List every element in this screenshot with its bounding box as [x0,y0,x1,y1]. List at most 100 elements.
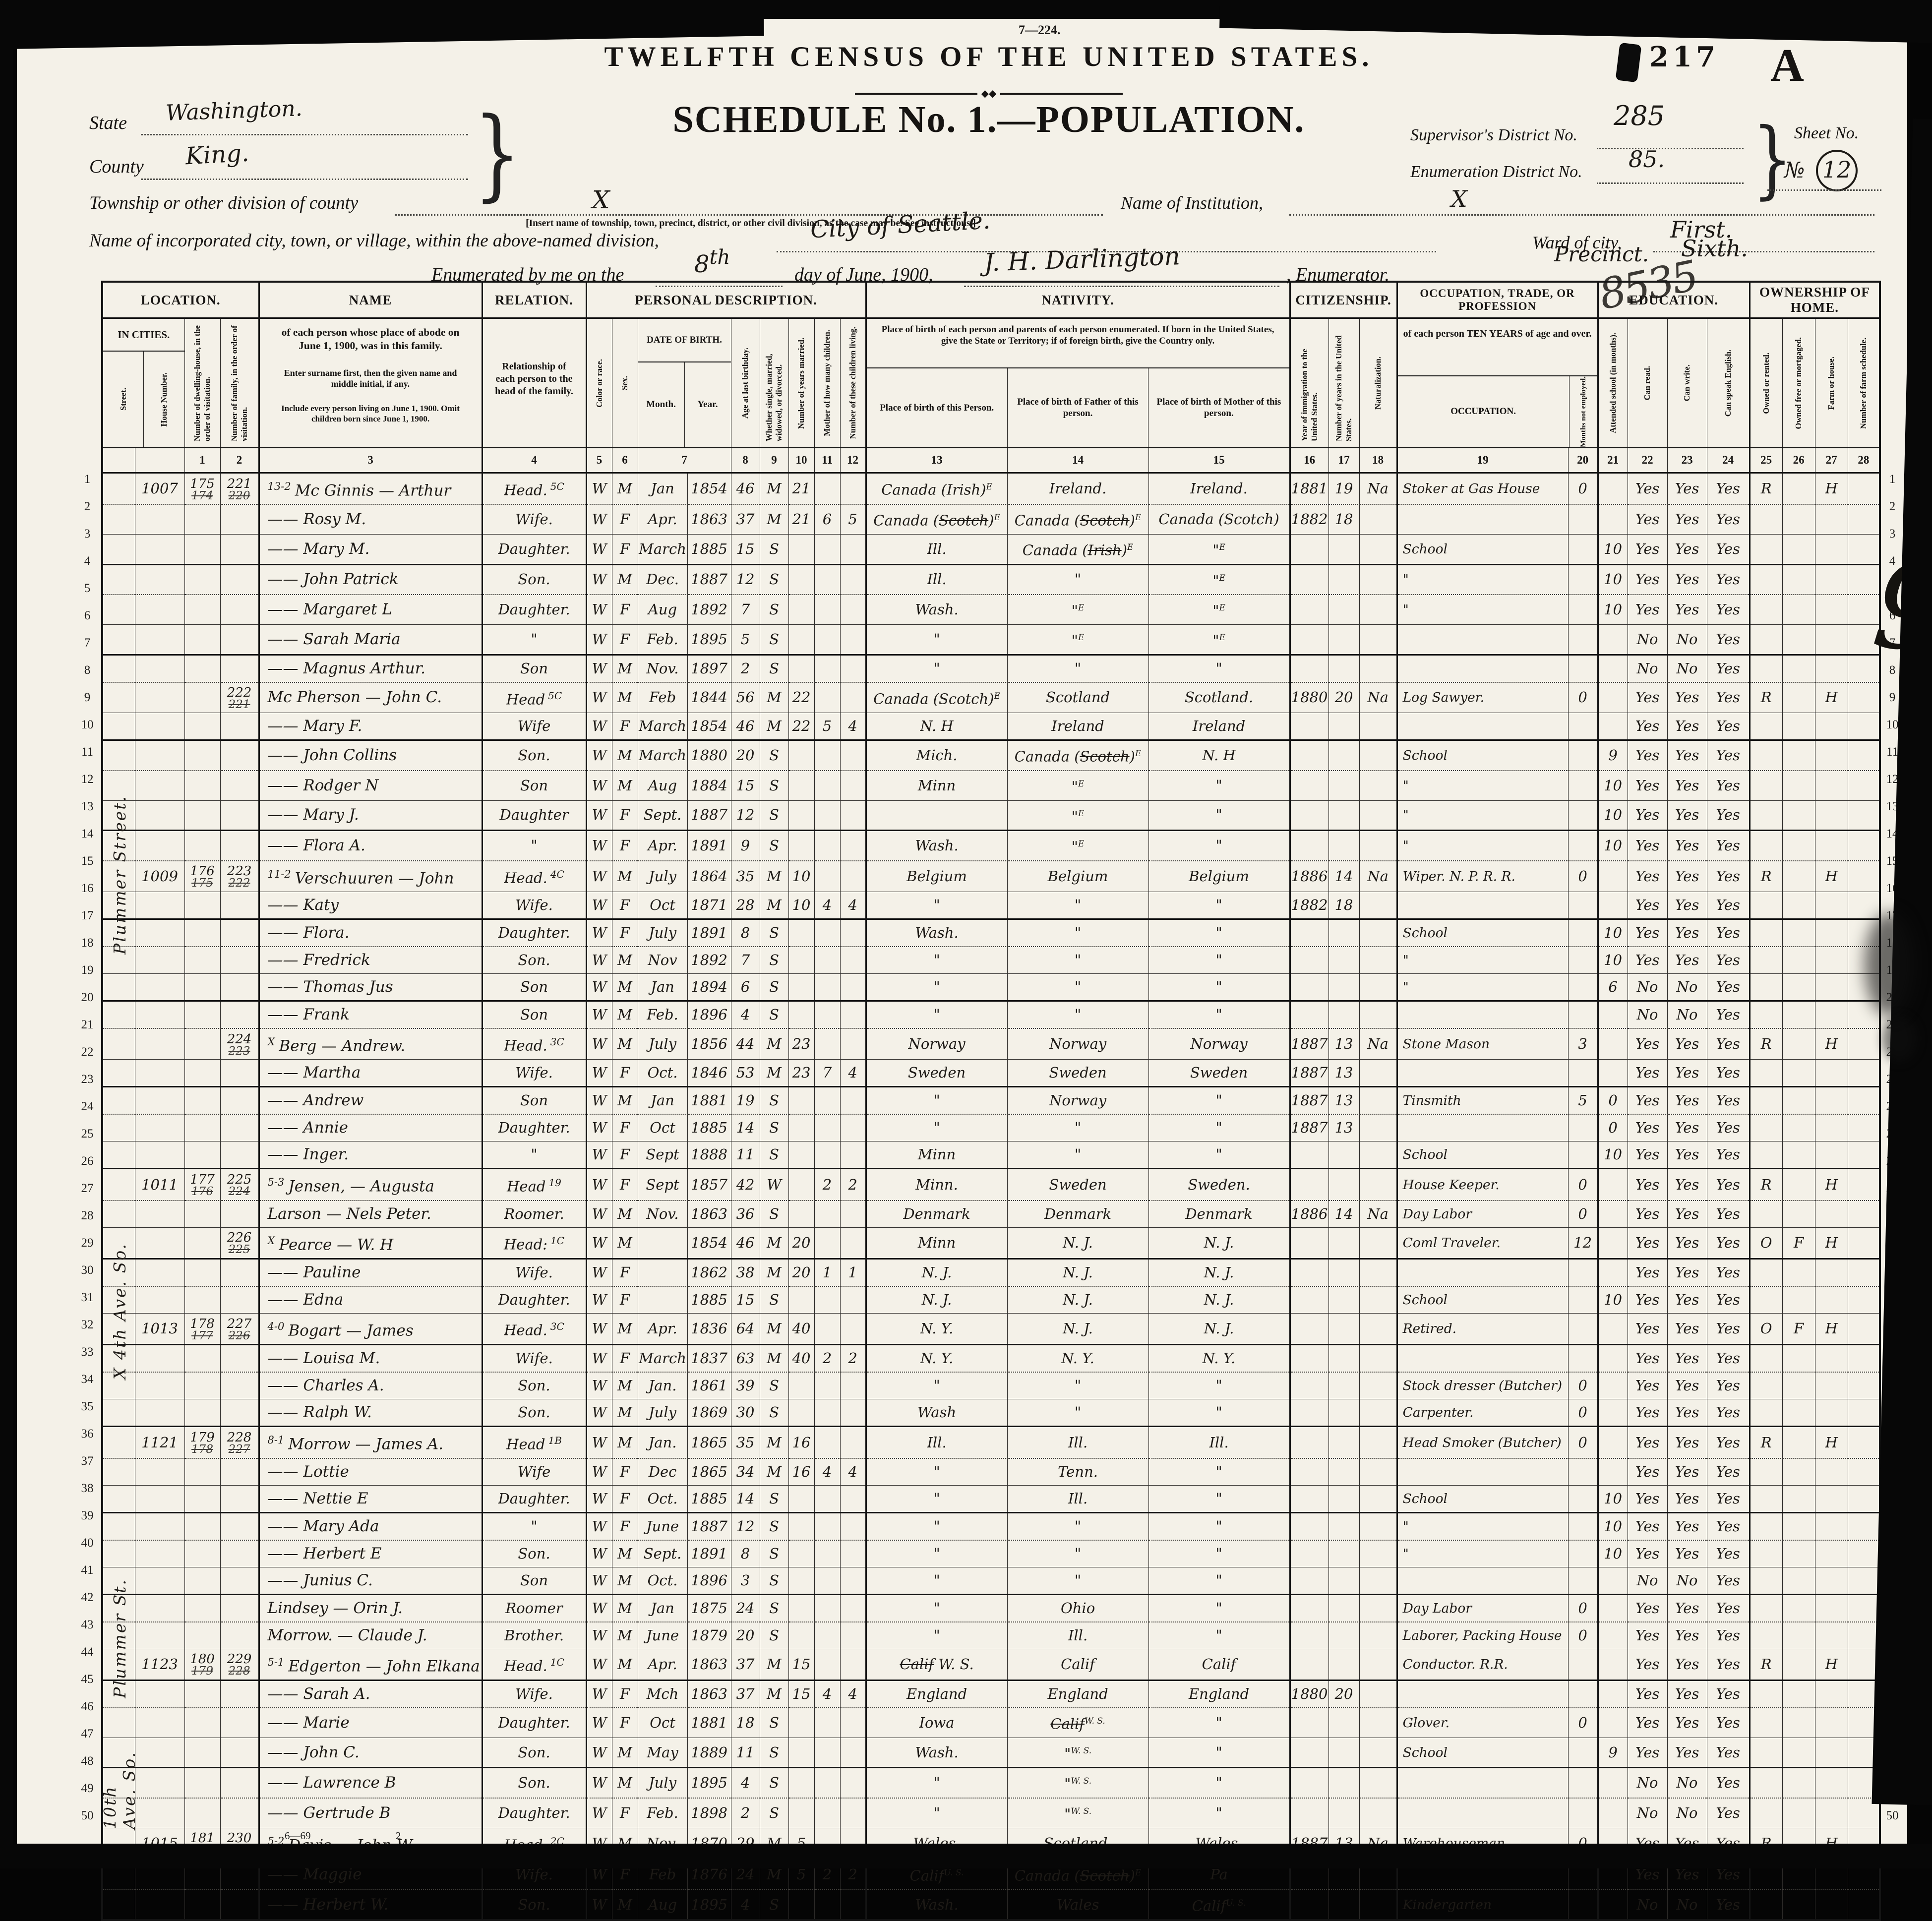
cell-mn: 0 [1568,682,1599,714]
cell-fh [1815,892,1848,920]
cell-oc: " [1397,564,1569,596]
cell-rlc: Wife. [482,1680,587,1709]
cell-ym [788,973,815,1002]
cell-fr [1782,682,1815,714]
cell-im [1290,1567,1329,1595]
cell-hn [135,800,185,832]
cell-ag: 20 [731,1621,760,1649]
line-number: 8 [1889,663,1896,677]
cell-ow [1750,740,1783,771]
cell-ms: M [760,713,789,741]
cell-mo: Mch [638,1680,688,1709]
cell-st [102,504,135,535]
cell-ag: 18 [731,1708,760,1738]
cell-ow [1750,1200,1783,1228]
table-row: —— Sarah Maria " W F Feb. 1895 5 S " "E "E No No Yes [102,624,1880,656]
cell-mo: Nov. [638,655,688,683]
cell-ms: S [760,1567,789,1595]
cell-st [102,655,135,683]
cell-pb: Belgium [866,860,1008,893]
cell-yu [1328,1889,1360,1921]
cell-mn [1568,595,1599,625]
cell-mo: July [638,919,688,948]
cell-fmc: 229 228 [220,1649,260,1681]
cell-mn [1568,770,1599,801]
cell-yu [1328,564,1360,596]
col-english-label: Can speak English. [1707,318,1751,448]
cell-pm: "E [1148,564,1291,596]
cell-oc: " [1397,947,1569,974]
cell-fr [1782,973,1815,1002]
cell-ms: M [760,860,789,893]
cell-ch [814,595,841,625]
printer-mark: 6—69 [285,1830,311,1842]
table-row: —— John Patrick Son. W M Dec. 1887 12 S Ill. " "E "… [102,564,1880,596]
cell-fh [1815,1399,1848,1428]
cell-ag: 37 [731,1680,760,1709]
col-write-label: Can write. [1667,318,1707,448]
cell-pm: "E [1148,624,1291,656]
table-row: —— John Collins Son. W M March 1880 20 S Mich. Ca… [102,740,1880,771]
occupation-block: of each person TEN YEARS of age and over… [1397,318,1599,448]
cell-pf: N. Y. [1007,1344,1149,1373]
cell-ms: M [760,1227,789,1260]
cell-yr: 1895 [687,1767,731,1799]
cell-rd: Yes [1628,534,1668,565]
cell-ch [814,740,841,771]
cell-c: W [586,1798,612,1828]
cell-hn [135,1259,185,1287]
cell-fh [1815,740,1848,771]
cell-rd: Yes [1628,1738,1668,1769]
cell-pf: Norway [1007,1028,1149,1060]
cell-fh [1815,1286,1848,1314]
cell-ch [814,1028,841,1060]
cell-ym: 21 [788,473,815,505]
cell-ow: R [1750,1168,1783,1201]
cell-mo: Sept. [638,1540,688,1567]
cell-ym: 16 [788,1458,815,1486]
cell-hn [135,1028,185,1060]
cell-nmc: —— Thomas Jus [259,973,483,1002]
cell-rd: Yes [1628,504,1668,535]
cell-ow [1750,1540,1783,1567]
ward-line [1653,251,1874,252]
cell-ym: 23 [788,1059,815,1088]
cell-rd: Yes [1628,740,1668,771]
cell-fmc [220,1059,260,1088]
cell-ch [814,830,841,861]
cell-rd: Yes [1628,860,1668,893]
cell-st [102,624,135,656]
cell-fh [1815,1141,1848,1170]
cell-en: Yes [1707,800,1751,832]
cell-c: W [586,1738,612,1769]
cell-im: 1882 [1290,504,1329,535]
cell-rd: No [1628,1767,1668,1799]
cell-hn: 1009 [135,860,185,893]
cell-fmc [220,1512,260,1541]
cell-s: M [612,682,638,714]
table-row: 1007 175 174 221 220 13-2 Mc Ginnis — Arthur He… [102,473,1880,505]
cell-fr [1782,1426,1815,1459]
cell-sc: 9 [1598,1738,1628,1769]
cell-ms: S [760,1399,789,1428]
cell-hn [135,1708,185,1738]
cell-s: M [612,655,638,683]
cell-mn [1568,973,1599,1002]
cell-ms: M [760,504,789,535]
cell-rd: Yes [1628,830,1668,861]
cell-fs [1848,1621,1880,1649]
cell-rlc: Wife. [482,892,587,920]
cell-na [1359,534,1398,565]
cell-pm: " [1148,770,1291,801]
cell-fr [1782,534,1815,565]
cell-im [1290,770,1329,801]
cell-ms: M [760,1259,789,1287]
cell-sc [1598,1001,1628,1029]
cell-dwc [184,973,221,1002]
cell-wr: Yes [1667,1708,1707,1738]
ward-value: First. [1670,216,1733,243]
cell-fr [1782,713,1815,741]
cell-rlc: Son [482,655,587,683]
cell-nmc: —— Sarah Maria [259,624,483,656]
cell-im [1290,655,1329,683]
